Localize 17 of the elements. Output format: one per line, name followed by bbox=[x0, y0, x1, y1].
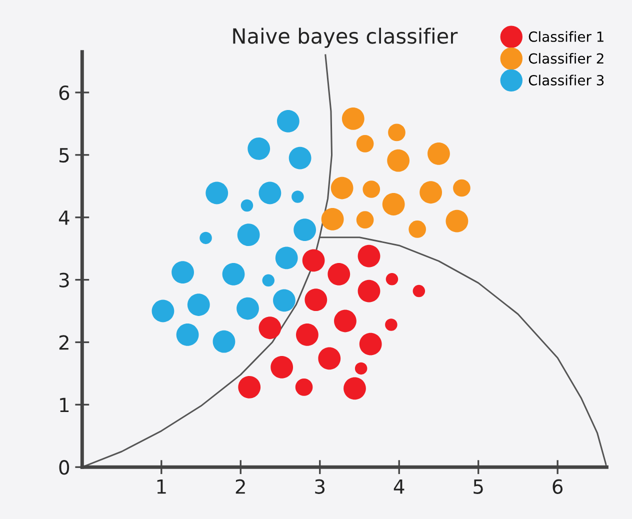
y-tick-label: 4 bbox=[58, 210, 70, 225]
y-tick-label: 3 bbox=[59, 272, 69, 288]
legend-label: Classifier 2 bbox=[528, 52, 604, 64]
y-tick-label: 0 bbox=[59, 460, 70, 475]
y-tick-label: 5 bbox=[59, 148, 69, 163]
legend-label: Classifier 1 bbox=[528, 31, 604, 42]
x-tick-label: 2 bbox=[236, 479, 245, 494]
x-tick-label: 6 bbox=[552, 479, 563, 494]
x-tick-label: 5 bbox=[474, 480, 483, 494]
y-tick-label: 2 bbox=[59, 335, 68, 350]
x-tick-label: 4 bbox=[394, 480, 404, 494]
legend-label: Classifier 3 bbox=[528, 74, 604, 86]
x-tick-label: 1 bbox=[157, 480, 166, 494]
y-tick-label: 1 bbox=[60, 398, 69, 412]
chart-title: Naive bayes classifier bbox=[233, 28, 458, 48]
x-tick-label: 3 bbox=[315, 479, 325, 494]
y-tick-label: 6 bbox=[59, 85, 70, 100]
